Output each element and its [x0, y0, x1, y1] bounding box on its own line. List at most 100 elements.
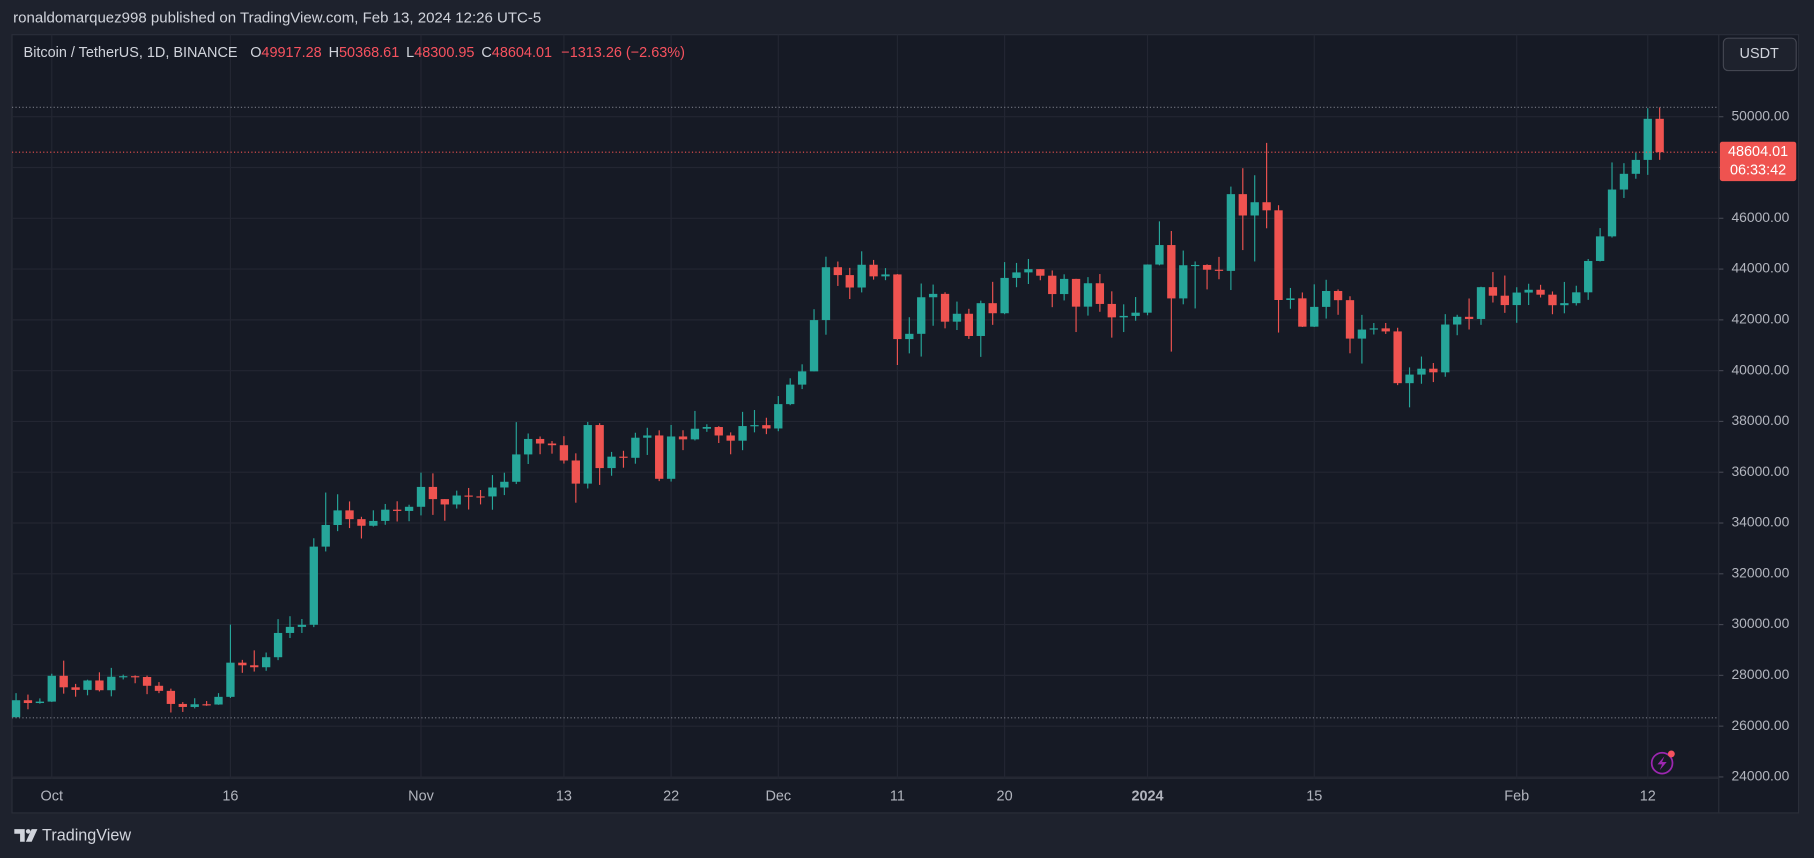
candle-body	[369, 520, 378, 526]
candle-body	[1643, 118, 1652, 160]
candle-body	[1560, 303, 1569, 306]
candle-body	[786, 384, 795, 405]
candle-body	[1274, 210, 1283, 301]
candle-body	[71, 687, 80, 690]
candle-body	[1036, 269, 1045, 276]
candle-body	[809, 320, 819, 372]
x-tick-label: 2024	[1131, 789, 1163, 805]
x-tick-label: 20	[997, 789, 1013, 805]
candle-body	[750, 425, 759, 427]
candle-body	[1167, 245, 1176, 299]
candle-body	[1048, 275, 1057, 295]
ohlc-letter: H	[329, 45, 339, 61]
ohlc-value: 49917.28	[261, 45, 321, 61]
y-tick-label: 36000.00	[1731, 463, 1789, 479]
candle-body	[416, 486, 426, 507]
candle-body	[130, 676, 140, 678]
candle-body	[547, 443, 557, 446]
candle-body	[452, 495, 461, 505]
candle-body	[1059, 278, 1069, 295]
x-tick-label: Oct	[41, 789, 63, 805]
candle-body	[35, 701, 45, 704]
y-tick-label: 28000.00	[1731, 666, 1789, 682]
candles	[11, 107, 1664, 718]
candle-body	[1607, 189, 1617, 237]
candle-body	[1357, 329, 1367, 339]
candle-body	[357, 519, 366, 526]
candle-body	[893, 274, 902, 340]
ohlc-value: 48604.01	[492, 45, 552, 61]
candle-body	[154, 685, 164, 691]
candle-body	[976, 303, 985, 336]
currency-button[interactable]	[1722, 37, 1797, 72]
candle-body	[333, 510, 342, 525]
candle-body	[1417, 368, 1426, 375]
candle-body	[857, 264, 866, 288]
y-tick-label: 38000.00	[1731, 412, 1789, 428]
x-tick-label: 22	[663, 789, 679, 805]
candle-body	[59, 675, 68, 688]
candle-body	[1536, 289, 1545, 295]
y-tick-label: 42000.00	[1731, 311, 1789, 327]
candle-body	[643, 435, 652, 438]
symbol-title: Bitcoin / TetherUS, 1D, BINANCE	[24, 45, 238, 61]
candle-body	[619, 456, 628, 458]
candle-body	[869, 264, 878, 277]
candle-body	[190, 704, 199, 707]
y-tick-label: 46000.00	[1731, 209, 1789, 225]
candle-body	[142, 676, 152, 686]
candle-body	[1000, 277, 1009, 314]
y-tick-label: 34000.00	[1731, 514, 1789, 530]
candle-body	[1595, 236, 1605, 261]
publisher: ronaldomarquez998 published on TradingVi…	[13, 9, 541, 26]
candle-body	[905, 333, 914, 340]
candle-body	[1083, 283, 1093, 307]
lightning-icon[interactable]	[1650, 750, 1675, 775]
candle-body	[762, 425, 771, 429]
ohlc-letter: C	[481, 45, 491, 61]
candle-body	[964, 313, 974, 336]
currency-label[interactable]: USDT	[1740, 46, 1779, 62]
candle-body	[202, 704, 211, 706]
x-tick-label: 11	[890, 789, 905, 805]
candle-body	[655, 435, 664, 479]
candle-body	[666, 436, 676, 479]
candle-body	[23, 700, 33, 704]
candle-body	[833, 267, 843, 276]
candle-body	[1345, 300, 1355, 339]
y-tick-label: 26000.00	[1731, 717, 1789, 733]
candle-body	[631, 437, 640, 458]
candle-body	[797, 371, 807, 385]
candle-body	[1322, 290, 1331, 307]
candle-body	[1500, 295, 1509, 306]
candle-body	[559, 445, 569, 461]
overlay: 48604.01 06:33:42	[11, 106, 1797, 719]
y-tick-label: 40000.00	[1731, 361, 1789, 377]
candle-body	[1202, 264, 1212, 270]
candle-body	[726, 435, 735, 441]
candle-body	[404, 506, 414, 511]
candle-body	[845, 275, 854, 288]
candle-body	[1393, 331, 1402, 384]
candle-body	[345, 510, 354, 520]
candle-body	[1226, 194, 1236, 271]
candle-body	[1250, 202, 1259, 216]
x-tick-label: Dec	[765, 789, 791, 805]
candle-body	[1429, 368, 1438, 373]
candle-body	[83, 680, 92, 690]
candle-body	[1464, 316, 1474, 319]
candle-body	[702, 427, 712, 429]
candle-body	[119, 676, 128, 678]
candle-body	[381, 509, 390, 521]
candle-body	[166, 690, 176, 704]
candle-body	[1333, 290, 1343, 301]
candle-body	[1369, 328, 1378, 330]
candle-body	[607, 456, 616, 469]
candle-body	[988, 303, 997, 314]
candle-body	[1119, 315, 1128, 318]
candle-body	[774, 404, 783, 429]
candle-body	[1024, 269, 1033, 273]
last-price-box	[1719, 141, 1797, 182]
candle-body	[1071, 278, 1081, 307]
candle-body	[1298, 298, 1307, 327]
